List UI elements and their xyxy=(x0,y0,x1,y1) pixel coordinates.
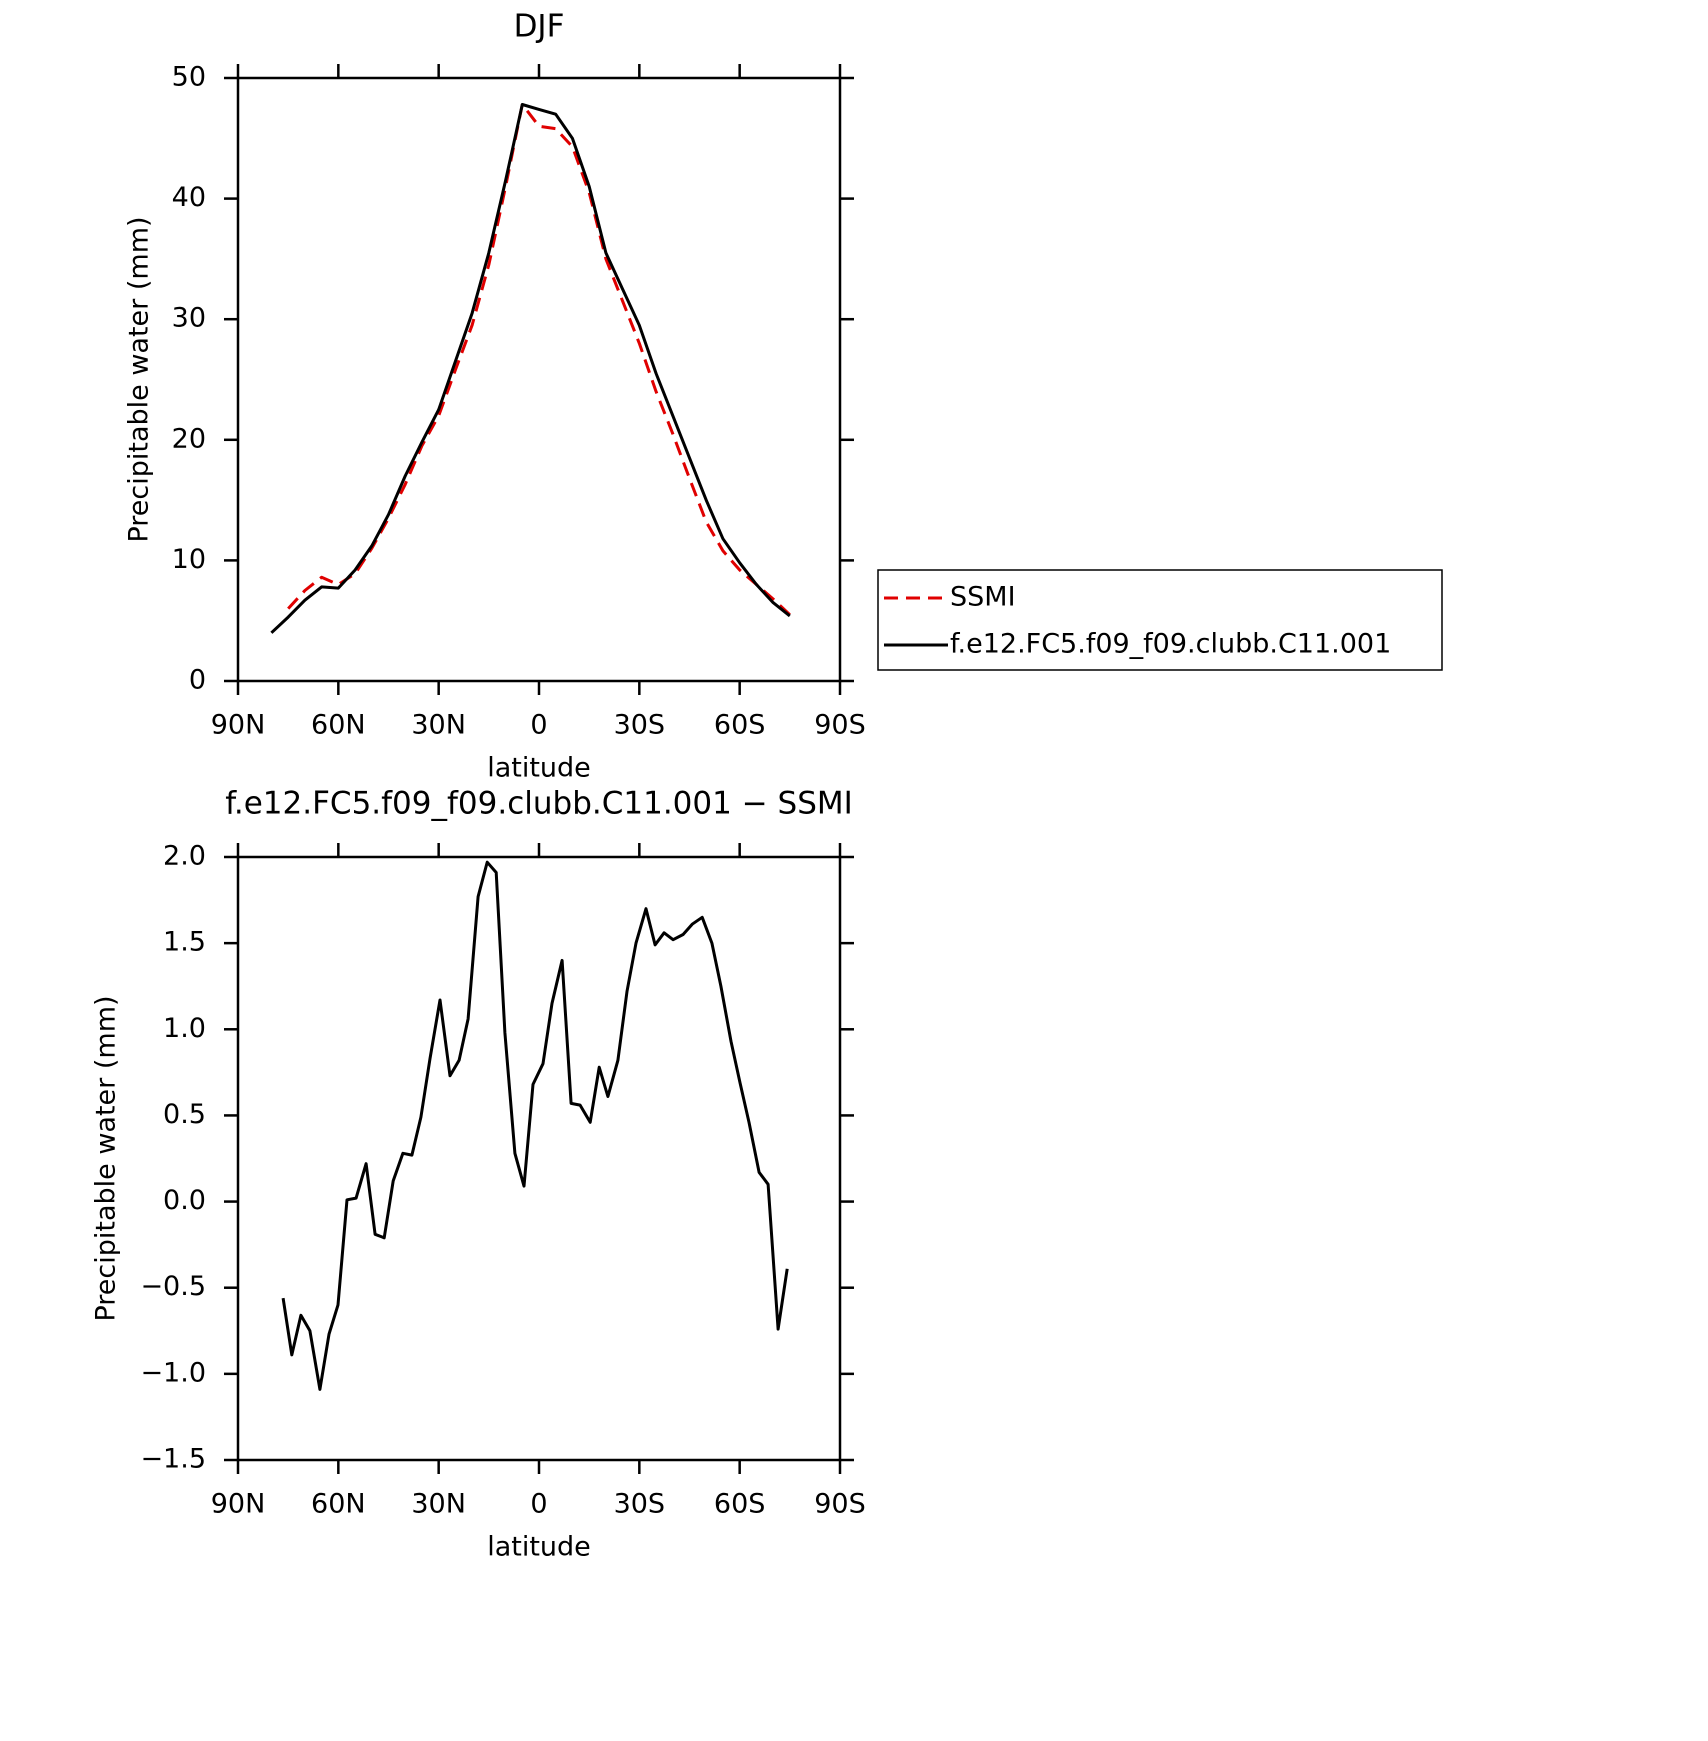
y-tick-label: −1.0 xyxy=(140,1357,206,1388)
legend-label: f.e12.FC5.f09_f09.clubb.C11.001 xyxy=(950,629,1391,660)
chart-title: f.e12.FC5.f09_f09.clubb.C11.001 − SSMI xyxy=(225,786,853,822)
y-tick-label: 20 xyxy=(172,423,206,454)
data-line xyxy=(281,860,789,1391)
data-line xyxy=(270,103,791,634)
x-tick-label: 60N xyxy=(311,710,366,741)
legend-box xyxy=(877,569,1443,671)
x-tick-label: 0 xyxy=(530,710,547,741)
x-tick-label: 60N xyxy=(311,1489,366,1520)
y-tick-label: 10 xyxy=(172,544,206,575)
y-axis-label: Precipitable water (mm) xyxy=(91,995,122,1321)
x-tick-label: 30N xyxy=(411,710,466,741)
y-tick-label: −0.5 xyxy=(140,1271,206,1302)
x-tick-label: 90S xyxy=(814,710,866,741)
y-tick-label: 1.5 xyxy=(163,927,206,958)
y-tick-label: 2.0 xyxy=(163,841,206,872)
y-tick-label: 50 xyxy=(172,62,206,93)
y-tick-label: 40 xyxy=(172,182,206,213)
x-tick-label: 60S xyxy=(714,710,766,741)
x-tick-label: 90S xyxy=(814,1489,866,1520)
y-tick-label: 0 xyxy=(189,665,206,696)
data-line xyxy=(287,103,791,616)
y-tick-label: 0.5 xyxy=(163,1099,206,1130)
y-tick-label: 0.0 xyxy=(163,1185,206,1216)
x-axis-label: latitude xyxy=(487,753,591,784)
x-tick-label: 30S xyxy=(614,710,666,741)
x-tick-label: 0 xyxy=(530,1489,547,1520)
y-tick-label: −1.5 xyxy=(140,1444,206,1475)
y-tick-label: 1.0 xyxy=(163,1013,206,1044)
chart-title: DJF xyxy=(514,9,565,45)
x-tick-label: 60S xyxy=(714,1489,766,1520)
y-axis-label: Precipitable water (mm) xyxy=(124,216,155,542)
legend-label: SSMI xyxy=(950,582,1016,613)
y-tick-label: 30 xyxy=(172,303,206,334)
plot-frame xyxy=(236,76,842,683)
plot-frame xyxy=(236,855,842,1462)
x-tick-label: 30S xyxy=(614,1489,666,1520)
x-tick-label: 30N xyxy=(411,1489,466,1520)
x-tick-label: 90N xyxy=(211,1489,266,1520)
x-tick-label: 90N xyxy=(211,710,266,741)
x-axis-label: latitude xyxy=(487,1532,591,1563)
